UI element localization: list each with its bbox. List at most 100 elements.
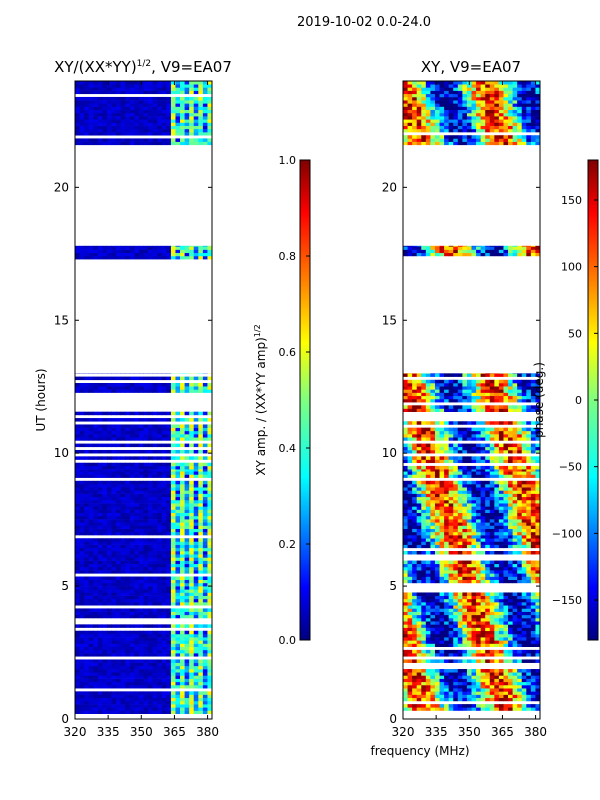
heatmap-cell <box>143 81 149 85</box>
heatmap-cell <box>129 560 135 565</box>
heatmap-cell <box>75 681 80 686</box>
heatmap-cell <box>485 707 491 711</box>
heatmap-cell <box>102 649 108 654</box>
heatmap-cell <box>476 672 482 676</box>
heatmap-cell <box>152 544 158 549</box>
heatmap-cell <box>444 653 450 657</box>
heatmap-cell <box>476 624 482 628</box>
heatmap-cell <box>79 602 85 606</box>
heatmap-cell <box>184 90 190 95</box>
heatmap-cell <box>494 659 500 663</box>
heatmap-cell <box>494 528 500 533</box>
heatmap-cell <box>170 608 176 612</box>
heatmap-cell <box>412 579 418 584</box>
heatmap-cell <box>198 637 204 641</box>
heatmap-cell <box>485 630 491 635</box>
heatmap-cell <box>508 608 513 612</box>
heatmap-cell <box>134 84 140 88</box>
heatmap-cell <box>508 579 513 584</box>
heatmap-cell <box>480 541 486 545</box>
heatmap-cell <box>161 255 167 260</box>
heatmap-cell <box>189 598 195 603</box>
heatmap-cell <box>207 255 212 260</box>
heatmap-cell <box>457 669 463 673</box>
heatmap-cell <box>207 630 212 635</box>
heatmap-cell <box>97 672 103 676</box>
heatmap-cell <box>166 96 172 101</box>
heatmap-cell <box>152 538 158 542</box>
heatmap-cell <box>166 81 172 85</box>
heatmap-cell <box>120 437 126 441</box>
heatmap-cell <box>180 506 185 510</box>
heatmap-cell <box>180 116 185 120</box>
heatmap-cell <box>161 707 167 711</box>
heatmap-cell <box>439 614 445 619</box>
heatmap-cell <box>93 487 99 491</box>
heatmap-cell <box>184 87 190 91</box>
heatmap-cell <box>494 614 500 619</box>
heatmap-cell <box>494 624 500 628</box>
heatmap-cell <box>93 119 99 123</box>
heatmap-cell <box>489 509 495 514</box>
heatmap-cell <box>412 499 418 504</box>
heatmap-cell <box>421 605 427 609</box>
heatmap-cell <box>180 640 185 644</box>
heatmap-cell <box>84 522 90 526</box>
heatmap-cell <box>508 538 513 542</box>
heatmap-cell <box>102 132 108 136</box>
heatmap-cell <box>148 582 154 587</box>
heatmap-cell <box>189 566 195 571</box>
heatmap-cell <box>84 700 90 705</box>
heatmap-cell <box>207 389 212 393</box>
heatmap-cell <box>143 255 149 260</box>
heatmap-cell <box>207 424 212 428</box>
heatmap-cell <box>111 589 117 593</box>
heatmap-cell <box>116 132 122 136</box>
heatmap-cell <box>111 669 117 673</box>
heatmap-cell <box>198 449 204 454</box>
heatmap-cell <box>75 646 80 651</box>
heatmap-cell <box>485 643 491 647</box>
heatmap-cell <box>148 611 154 616</box>
heatmap-cell <box>106 624 112 628</box>
heatmap-cell <box>88 81 94 85</box>
heatmap-cell <box>161 81 167 85</box>
heatmap-cell <box>134 443 140 448</box>
heatmap-cell <box>79 493 85 498</box>
heatmap-cell <box>421 659 427 663</box>
heatmap-cell <box>116 602 122 606</box>
heatmap-cell <box>430 525 436 529</box>
heatmap-cell <box>462 691 468 695</box>
heatmap-cell <box>88 506 94 510</box>
heatmap-cell <box>521 598 527 603</box>
heatmap-cell <box>498 535 504 539</box>
heatmap-cell <box>416 531 422 536</box>
heatmap-cell <box>102 582 108 587</box>
heatmap-cell <box>180 87 185 91</box>
heatmap-cell <box>530 576 536 581</box>
heatmap-cell <box>480 672 486 676</box>
heatmap-cell <box>198 522 204 526</box>
heatmap-cell <box>106 554 112 558</box>
heatmap-cell <box>88 563 94 568</box>
heatmap-cell <box>462 598 468 603</box>
heatmap-cell <box>120 249 126 254</box>
heatmap-cell <box>157 493 163 498</box>
heatmap-cell <box>152 246 158 250</box>
heatmap-cell <box>111 456 117 460</box>
heatmap-cell <box>134 694 140 699</box>
heatmap-cell <box>148 128 154 133</box>
heatmap-cell <box>134 519 140 523</box>
heatmap-cell <box>453 535 459 539</box>
heatmap-cell <box>416 694 422 699</box>
heatmap-cell <box>434 563 440 568</box>
heatmap-cell <box>175 141 181 146</box>
heatmap-cell <box>189 249 195 254</box>
heatmap-cell <box>198 249 204 254</box>
heatmap-cell <box>143 87 149 91</box>
heatmap-cell <box>207 598 212 603</box>
heatmap-cell <box>198 646 204 651</box>
heatmap-cell <box>466 653 472 657</box>
heatmap-cell <box>148 624 154 628</box>
heatmap-cell <box>180 704 185 708</box>
